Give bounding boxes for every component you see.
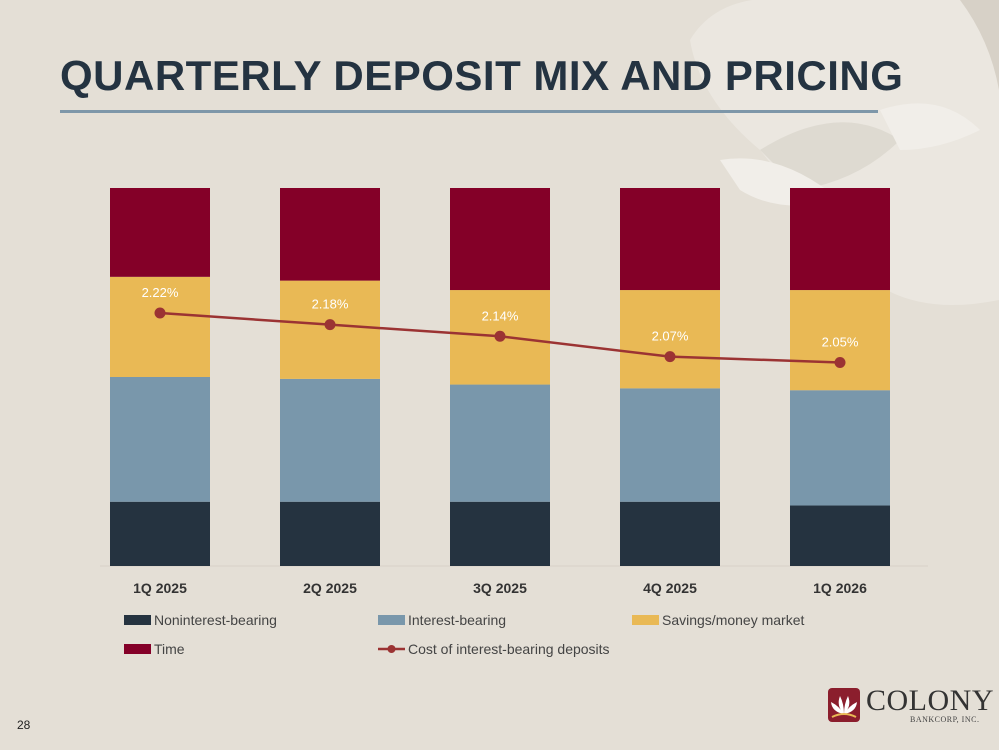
legend: Noninterest-bearing Interest-bearing Savin… — [124, 612, 805, 657]
legend-label: Cost of interest-bearing deposits — [408, 641, 610, 657]
cost-point — [494, 330, 506, 342]
bar-time — [110, 188, 210, 277]
bar-interest-bearing — [110, 377, 210, 502]
x-tick-label: 3Q 2025 — [473, 580, 527, 596]
cost-data-label: 2.07% — [652, 329, 689, 344]
cost-point — [154, 307, 166, 319]
logo-wordmark: COLONY — [866, 684, 994, 717]
legend-swatch — [378, 615, 405, 625]
legend-swatch — [124, 615, 151, 625]
bar-savings-money-market — [620, 290, 720, 389]
bar-interest-bearing — [280, 378, 380, 502]
bar-noninterest-bearing — [620, 501, 720, 566]
legend-label: Time — [154, 641, 185, 657]
x-tick-label: 1Q 2026 — [813, 580, 867, 596]
cost-data-label: 2.18% — [312, 297, 349, 312]
bar-group — [110, 188, 890, 566]
x-tick-label: 1Q 2025 — [133, 580, 187, 596]
cost-data-label: 2.22% — [142, 285, 179, 300]
cost-point — [834, 356, 846, 368]
company-logo: COLONY BANKCORP, INC. — [826, 684, 994, 724]
x-tick-label: 4Q 2025 — [643, 580, 697, 596]
cost-line-group: 2.22% 2.18% 2.14% 2.07% 2.05% — [142, 285, 859, 368]
bar-noninterest-bearing — [790, 505, 890, 566]
page-title: QUARTERLY DEPOSIT MIX AND PRICING — [60, 52, 904, 99]
bar-interest-bearing — [790, 390, 890, 506]
bar-time — [450, 188, 550, 291]
legend-label: Interest-bearing — [408, 612, 506, 628]
bar-interest-bearing — [450, 384, 550, 502]
bar-noninterest-bearing — [280, 501, 380, 566]
bar-savings-money-market — [110, 276, 210, 377]
cost-data-label: 2.05% — [822, 334, 859, 349]
bar-noninterest-bearing — [110, 501, 210, 566]
legend-swatch — [632, 615, 659, 625]
legend-swatch — [124, 644, 151, 654]
legend-label: Savings/money market — [662, 612, 805, 628]
legend-swatch-marker — [387, 645, 396, 653]
title-underline — [60, 110, 878, 113]
bar-time — [620, 188, 720, 291]
bar-savings-money-market — [790, 290, 890, 391]
cost-data-label: 2.14% — [482, 308, 519, 323]
bar-noninterest-bearing — [450, 501, 550, 566]
lotus-emblem-icon — [828, 688, 860, 722]
bar-time — [790, 188, 890, 291]
cost-point — [324, 319, 336, 331]
legend-label: Noninterest-bearing — [154, 612, 277, 628]
bar-interest-bearing — [620, 388, 720, 502]
x-axis-labels: 1Q 2025 2Q 2025 3Q 2025 4Q 2025 1Q 2026 — [133, 580, 867, 596]
page-number: 28 — [17, 718, 31, 732]
cost-point — [664, 351, 676, 363]
x-tick-label: 2Q 2025 — [303, 580, 357, 596]
bar-time — [280, 188, 380, 281]
logo-subtitle: BANKCORP, INC. — [910, 715, 980, 724]
